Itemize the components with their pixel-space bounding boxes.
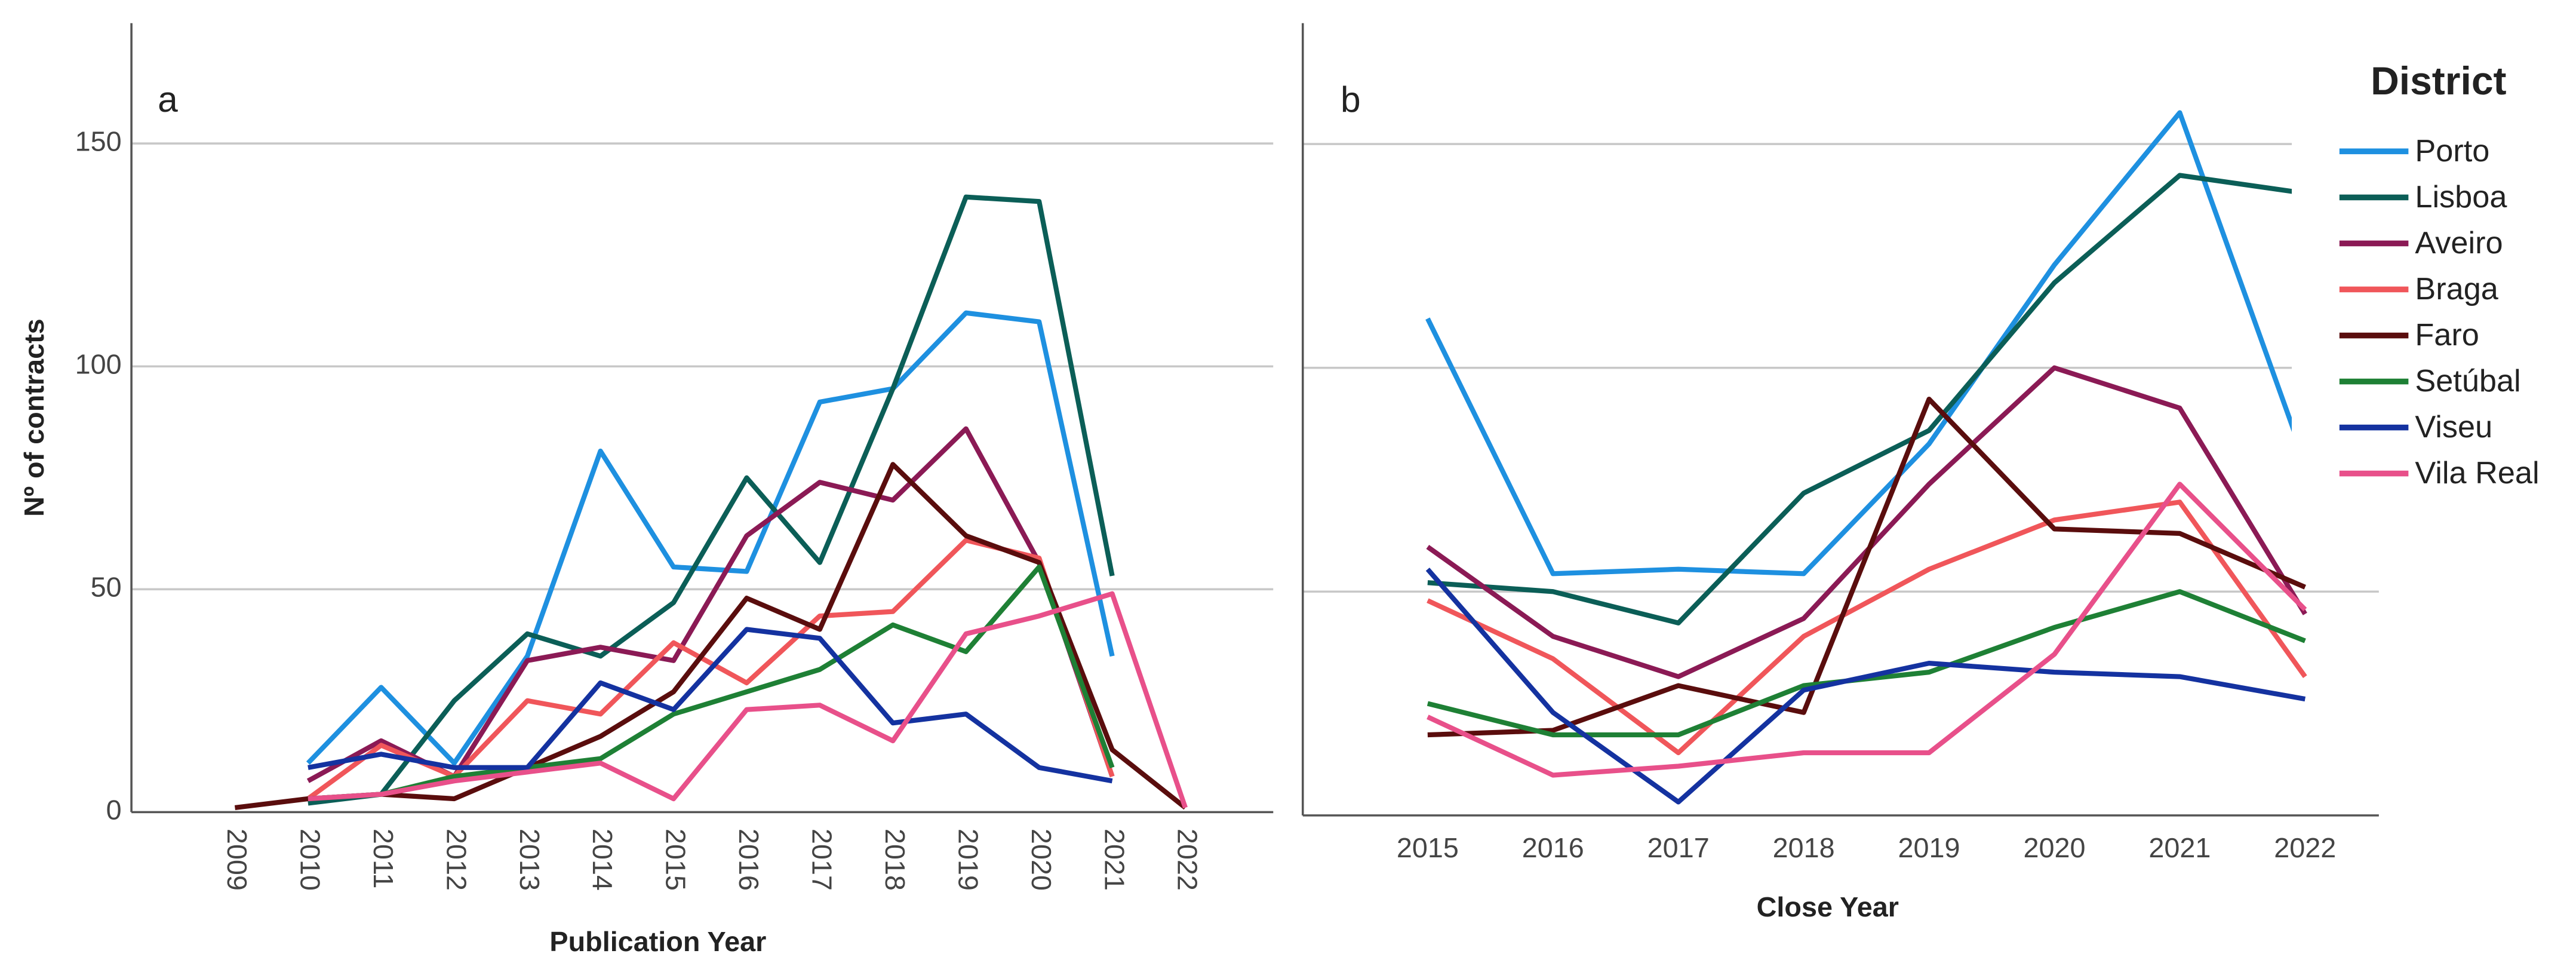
- x-tick-label: 2017: [1647, 832, 1710, 863]
- x-axis-title: Close Year: [1757, 891, 1899, 922]
- legend-label: Viseu: [2415, 410, 2492, 444]
- series-line: [308, 194, 1115, 806]
- legend-label: Lisboa: [2415, 180, 2507, 214]
- x-tick-label: 2020: [1026, 829, 1057, 891]
- x-tick-label: 2016: [733, 829, 764, 891]
- y-tick-label: 0: [106, 795, 122, 826]
- legend-label: Porto: [2415, 134, 2489, 168]
- y-tick-label: 50: [91, 572, 122, 603]
- series-line: [308, 627, 1113, 784]
- legend-label: Braga: [2415, 272, 2498, 306]
- series-line: [234, 462, 1187, 811]
- x-tick-label: 2021: [1099, 829, 1130, 891]
- x-tick-label: 2015: [1397, 832, 1459, 863]
- x-tick-label: 2009: [222, 829, 253, 891]
- legend-label: Vila Real: [2415, 456, 2539, 490]
- series-line: [1427, 173, 2306, 626]
- x-tick-label: 2021: [2148, 832, 2211, 863]
- series-line: [306, 310, 1115, 766]
- series-line: [1425, 110, 2308, 577]
- panel-label: b: [1341, 79, 1361, 119]
- series-line: [1425, 568, 2306, 805]
- legend-label: Faro: [2415, 318, 2479, 352]
- x-tick-label: 2018: [1773, 832, 1835, 863]
- series-line: [1427, 482, 2307, 778]
- x-tick-label: 2011: [368, 829, 399, 889]
- x-tick-label: 2012: [441, 829, 472, 891]
- y-tick-label: 150: [75, 126, 122, 157]
- series-line: [306, 538, 1115, 801]
- x-tick-label: 2010: [295, 829, 326, 891]
- panel-label: a: [158, 79, 178, 119]
- legend-label: Aveiro: [2415, 226, 2503, 260]
- legend-title: District: [2371, 59, 2506, 103]
- series-line: [1427, 499, 2307, 756]
- x-tick-label: 2019: [1898, 832, 1960, 863]
- series-line: [1427, 396, 2306, 738]
- x-tick-label: 2015: [660, 829, 691, 891]
- x-tick-label: 2014: [587, 829, 618, 891]
- y-tick-label: 100: [75, 349, 122, 380]
- legend-box: [2292, 49, 2576, 518]
- legend-label: Setúbal: [2415, 364, 2520, 398]
- y-axis-title: Nº of contracts: [19, 318, 50, 517]
- x-axis-title: Publication Year: [549, 926, 766, 957]
- x-tick-label: 2013: [514, 829, 545, 891]
- series-line: [308, 591, 1188, 809]
- x-tick-label: 2017: [807, 829, 838, 891]
- x-tick-label: 2016: [1522, 832, 1584, 863]
- series-line: [308, 564, 1115, 802]
- x-tick-label: 2022: [2274, 832, 2336, 863]
- x-tick-label: 2022: [1172, 829, 1203, 891]
- x-tick-label: 2020: [2023, 832, 2085, 863]
- x-tick-label: 2018: [880, 829, 911, 891]
- x-tick-label: 2019: [952, 829, 983, 891]
